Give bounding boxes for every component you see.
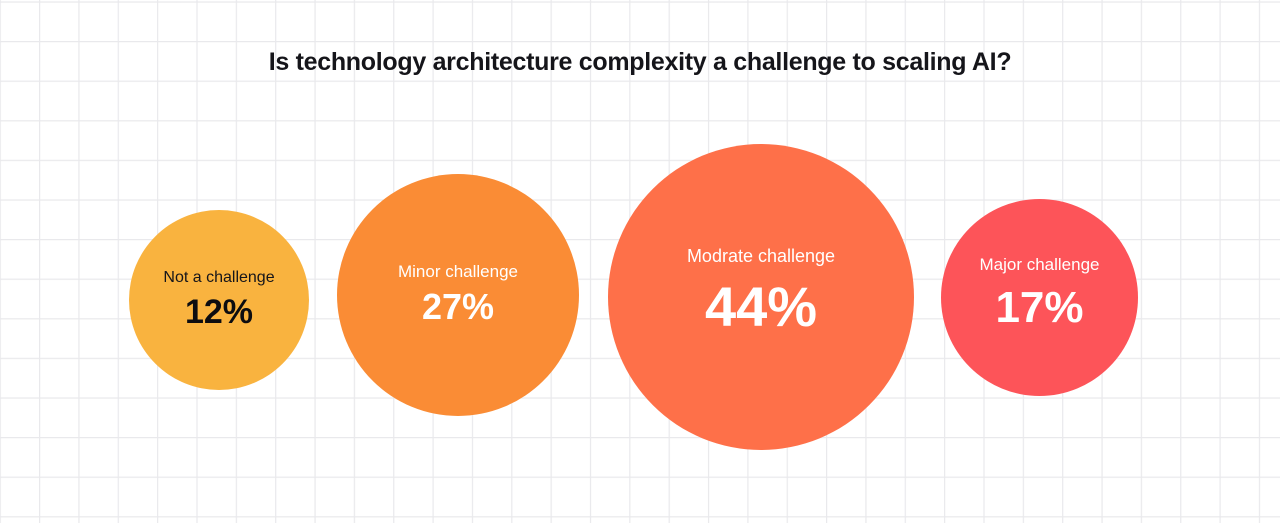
bubble-value: 17% xyxy=(995,283,1084,332)
bubble-value: 44% xyxy=(704,275,818,338)
bubble-minor-challenge: Minor challenge 27% xyxy=(337,174,579,416)
chart-title: Is technology architecture complexity a … xyxy=(268,48,1012,76)
bubble-label: Not a challenge xyxy=(163,269,275,286)
bubble-label: Major challenge xyxy=(979,255,1100,274)
bubble-value: 12% xyxy=(184,293,254,331)
bubble-value: 27% xyxy=(421,286,495,327)
bubble-major-challenge: Major challenge 17% xyxy=(941,199,1138,396)
bubble-label: Minor challenge xyxy=(397,262,518,281)
bubble-label: Modrate challenge xyxy=(686,246,836,266)
bubble-moderate-challenge: Modrate challenge 44% xyxy=(608,144,914,450)
bubble-not-a-challenge: Not a challenge 12% xyxy=(129,210,309,390)
